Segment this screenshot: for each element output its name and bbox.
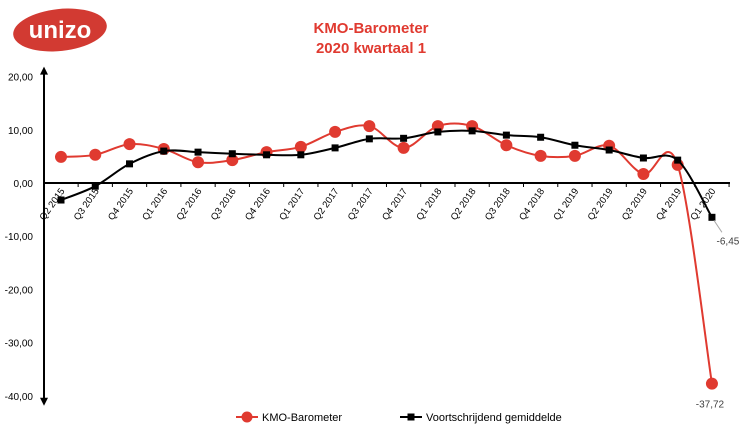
average-last-data-label: -6,45 [717,236,740,247]
moving-average-point [194,148,202,156]
moving-average-point [468,127,476,135]
y-tick-label: -30,00 [5,339,34,350]
x-tick-label: Q4 2018 [517,186,547,222]
moving-average-point [605,146,613,154]
moving-average-point [434,128,442,136]
kmo-barometer-point [568,149,581,162]
x-tick-label: Q2 2017 [312,186,342,222]
x-tick-label: Q4 2015 [106,186,136,222]
moving-average-point [57,196,65,204]
kmo-barometer-point [294,140,307,153]
data-label-leader [713,220,723,233]
y-axis-arrow-top [40,66,48,75]
moving-average-point [674,156,682,164]
x-tick-label: Q1 2019 [551,186,581,222]
kmo-last-data-label: -37,72 [696,400,725,411]
kmo-barometer-point [363,120,376,133]
x-tick-label: Q1 2018 [414,186,444,222]
moving-average-point [365,135,373,143]
x-tick-label: Q3 2016 [209,186,239,222]
moving-average-point [400,134,408,142]
legend-average-label: Voortschrijdend gemiddelde [426,412,562,424]
moving-average-point [708,213,716,221]
moving-average-point [160,147,168,155]
kmo-barometer-point [637,167,650,180]
series-line-kmo-barometer [60,122,713,384]
y-tick-label: 0,00 [14,179,34,190]
x-tick-label: Q2 2019 [586,186,616,222]
moving-average-point [91,182,99,190]
y-axis-arrow-bottom [40,397,48,406]
moving-average-point [537,133,545,141]
moving-average-point [297,151,305,159]
kmo-barometer-point [705,377,718,390]
kmo-barometer-point [192,156,205,169]
kmo-barometer-point [397,141,410,154]
x-tick-label: Q4 2016 [243,186,273,222]
kmo-barometer-point [123,138,136,151]
x-tick-label: Q3 2015 [72,186,102,222]
x-tick-label: Q2 2016 [175,186,205,222]
svg-text:unizo: unizo [29,17,92,44]
moving-average-point [571,141,579,149]
x-tick-label: Q3 2019 [620,186,650,222]
moving-average-point [263,151,271,159]
moving-average-point [331,144,339,152]
chart-subtitle: 2020 kwartaal 1 [315,40,427,57]
legend-average-marker [407,413,415,421]
x-tick-label: Q3 2018 [483,186,513,222]
y-tick-label: 10,00 [8,126,33,137]
moving-average-point [639,154,647,162]
chart-title: KMO-Barometer [313,20,429,37]
x-tick-label: Q1 2016 [140,186,170,222]
y-tick-label: -20,00 [5,285,34,296]
kmo-barometer-point [500,139,513,152]
moving-average-point [126,160,134,168]
x-tick-label: Q2 2018 [449,186,479,222]
kmo-barometer-point [534,149,547,162]
x-tick-label: Q4 2019 [654,186,684,222]
x-tick-label: Q1 2017 [277,186,307,222]
moving-average-point [502,131,510,139]
y-tick-label: 20,00 [8,73,33,84]
legend-kmo-label: KMO-Barometer [262,412,342,424]
kmo-barometer-point [329,125,342,138]
unizo-logo: unizo [13,8,107,52]
y-tick-label: -10,00 [5,232,34,243]
kmo-barometer-point [89,148,102,161]
kmo-barometer-point [55,150,67,163]
y-tick-label: -40,00 [5,392,34,403]
moving-average-point [228,150,236,158]
x-tick-label: Q2 2015 [38,186,68,222]
x-tick-label: Q3 2017 [346,186,376,222]
x-tick-label: Q4 2017 [380,186,410,222]
legend-kmo-marker [241,411,253,423]
